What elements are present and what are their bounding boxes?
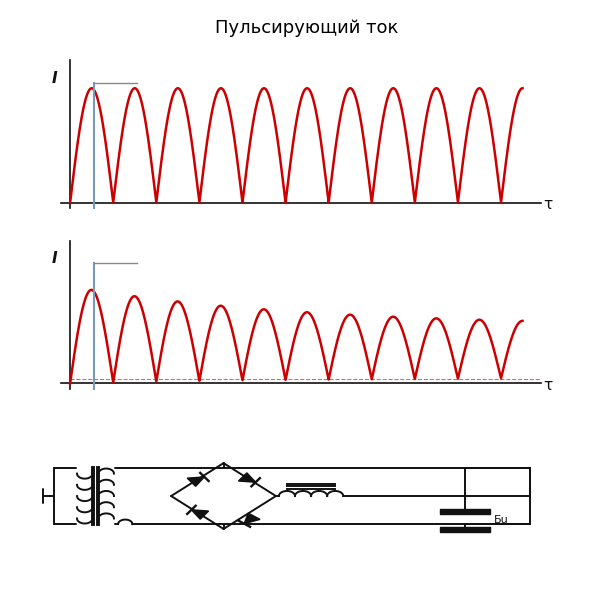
Polygon shape [192, 510, 209, 519]
Text: τ: τ [543, 197, 552, 212]
Text: τ: τ [543, 378, 552, 393]
Polygon shape [187, 477, 204, 486]
Polygon shape [238, 473, 255, 482]
Text: I: I [52, 71, 58, 86]
Polygon shape [244, 513, 260, 523]
Text: Бu: Бu [494, 516, 508, 525]
Text: I: I [52, 251, 58, 267]
Text: Пульсирующий ток: Пульсирующий ток [216, 19, 398, 37]
